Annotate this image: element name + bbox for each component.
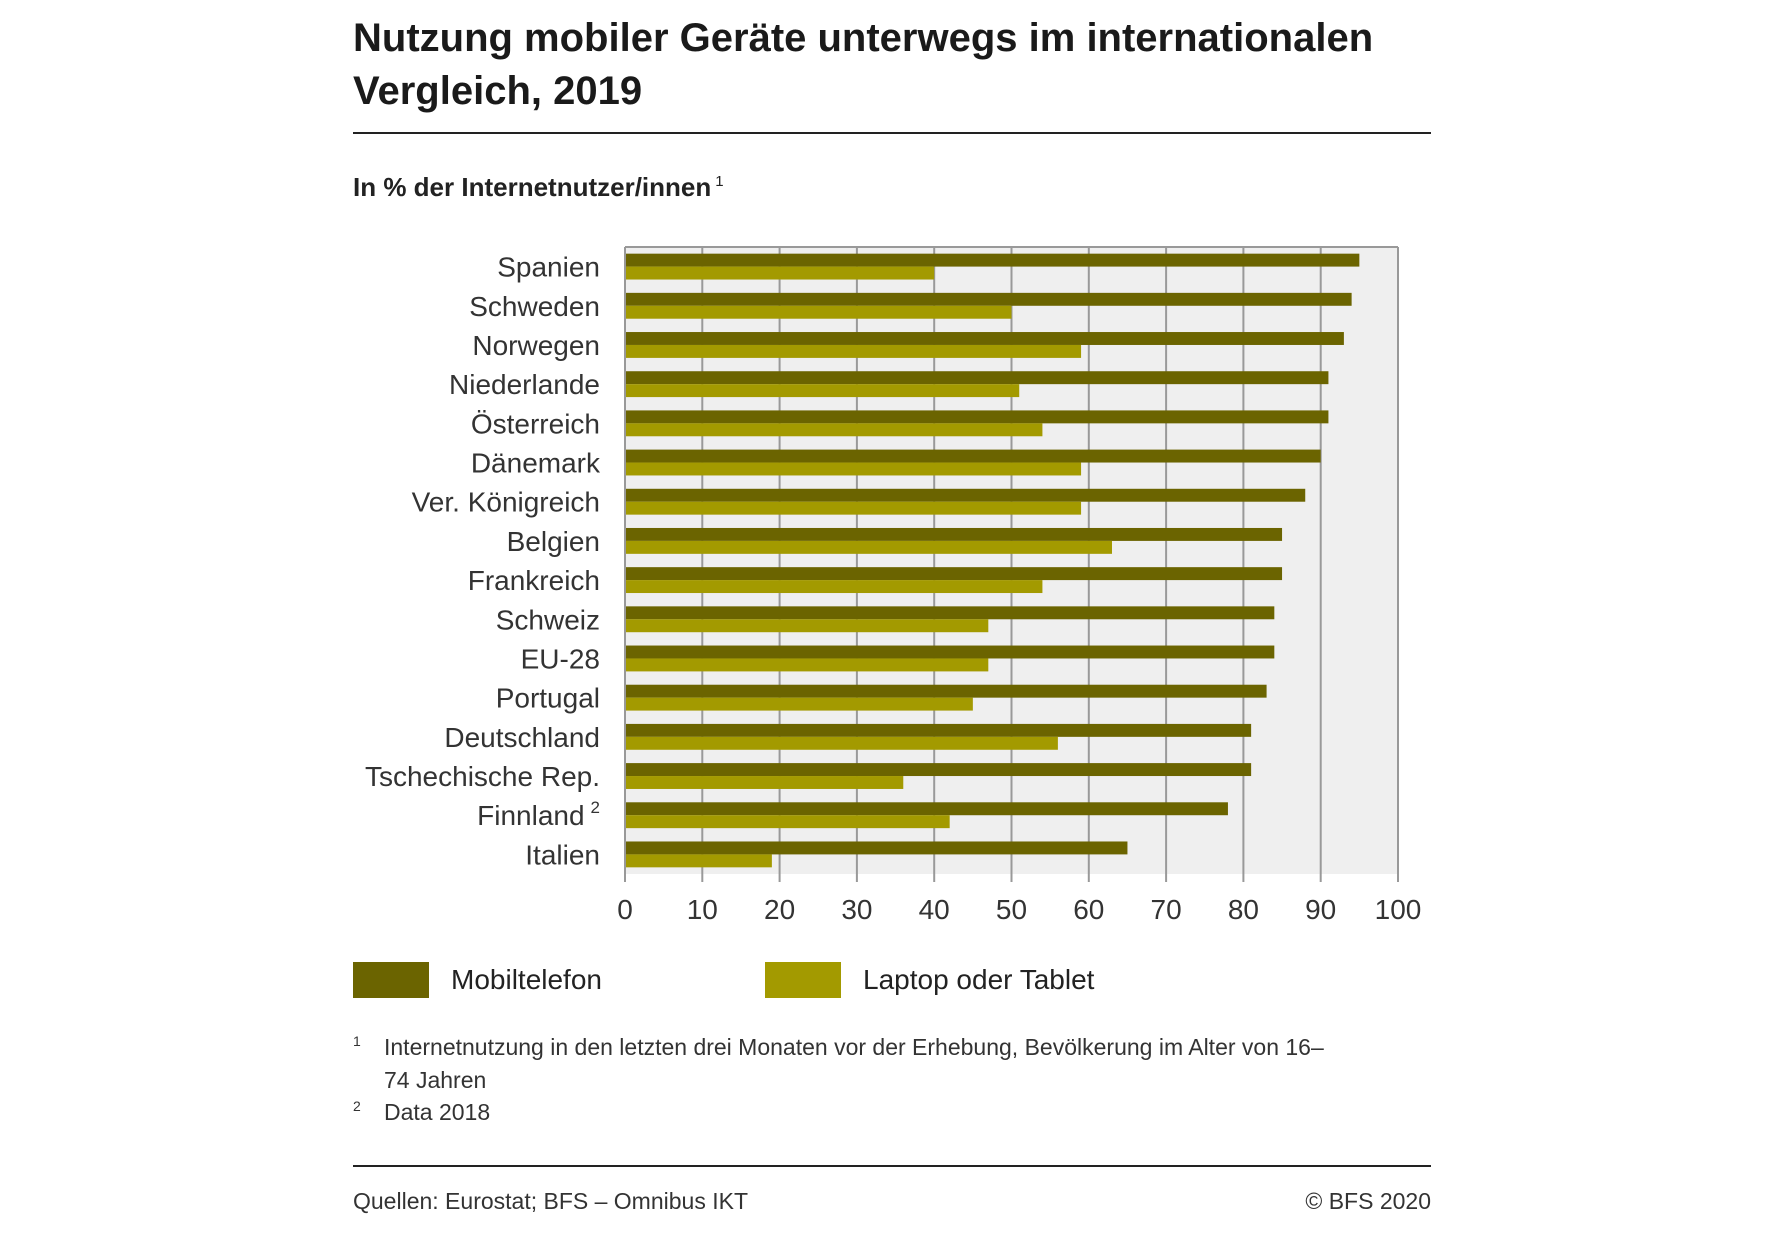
x-tick-label: 40 — [919, 894, 950, 925]
bar-laptop-tablet — [625, 384, 1020, 398]
footnote-1: 1 Internetnutzung in den letzten drei Mo… — [353, 1031, 1344, 1097]
bar-mobiltelefon — [625, 723, 1252, 737]
bar-mobiltelefon — [625, 253, 1360, 267]
bar-mobiltelefon — [625, 802, 1228, 816]
bar-laptop-tablet — [625, 540, 1112, 554]
x-tick-label: 50 — [996, 894, 1027, 925]
x-tick-label: 80 — [1228, 894, 1259, 925]
x-tick-label: 0 — [617, 894, 633, 925]
bar-laptop-tablet — [625, 501, 1082, 515]
footnote-mark: 1 — [353, 1033, 361, 1049]
title-rule — [353, 132, 1431, 134]
bar-laptop-tablet — [625, 423, 1043, 437]
legend-label: Laptop oder Tablet — [863, 964, 1095, 995]
footnote-text: Data 2018 — [384, 1099, 491, 1125]
footnote-text: Internetnutzung in den letzten drei Mona… — [384, 1034, 1324, 1093]
bar-mobiltelefon — [625, 292, 1352, 306]
bar-mobiltelefon — [625, 488, 1306, 502]
bar-mobiltelefon — [625, 645, 1275, 659]
bar-laptop-tablet — [625, 344, 1082, 358]
bar-laptop-tablet — [625, 619, 989, 633]
legend-swatch-laptop — [765, 962, 841, 998]
category-label: Tschechische Rep. — [365, 761, 600, 792]
bar-laptop-tablet — [625, 697, 973, 711]
chart-title: Nutzung mobiler Geräte unterwegs im inte… — [353, 16, 1374, 113]
bar-mobiltelefon — [625, 371, 1329, 385]
category-label: Schweden — [469, 291, 600, 322]
bar-laptop-tablet — [625, 580, 1043, 594]
footnote-2: 2 Data 2018 — [353, 1096, 1344, 1129]
bar-laptop-tablet — [625, 815, 950, 829]
bar-laptop-tablet — [625, 305, 1012, 319]
legend-item-laptop: Laptop oder Tablet — [765, 962, 1094, 998]
category-label: Niederlande — [449, 369, 600, 400]
bar-laptop-tablet — [625, 776, 904, 789]
x-tick-label: 60 — [1073, 894, 1104, 925]
bar-mobiltelefon — [625, 684, 1267, 698]
category-label: Norwegen — [472, 330, 600, 361]
footnote-mark: 2 — [353, 1098, 361, 1114]
bar-laptop-tablet — [625, 854, 772, 868]
category-label: Dänemark — [471, 448, 601, 479]
category-label: Schweiz — [496, 604, 600, 635]
bar-mobiltelefon — [625, 567, 1283, 581]
category-label: Ver. Königreich — [412, 487, 600, 518]
category-label: EU-28 — [521, 643, 600, 674]
bar-laptop-tablet — [625, 736, 1058, 750]
x-tick-label: 70 — [1151, 894, 1182, 925]
bar-laptop-tablet — [625, 462, 1082, 476]
bar-mobiltelefon — [625, 449, 1321, 463]
x-tick-label: 90 — [1305, 894, 1336, 925]
category-label: Spanien — [497, 252, 600, 283]
x-tick-label: 30 — [841, 894, 872, 925]
bar-mobiltelefon — [625, 332, 1344, 345]
chart-subtitle: In % der Internetnutzer/innen 1 — [353, 172, 724, 203]
category-label: Italien — [525, 839, 600, 870]
category-label: Portugal — [496, 683, 600, 714]
x-tick-label: 10 — [687, 894, 718, 925]
category-label: Belgien — [507, 526, 600, 557]
bar-mobiltelefon — [625, 410, 1329, 424]
bar-laptop-tablet — [625, 658, 989, 672]
bar-mobiltelefon — [625, 763, 1252, 777]
x-tick-label: 20 — [764, 894, 795, 925]
category-label: Frankreich — [468, 565, 600, 596]
bar-mobiltelefon — [625, 841, 1128, 855]
bar-chart: 0 10 20 30 40 50 60 70 80 90 100 Spanien Schweden Nor… — [365, 246, 1422, 925]
legend-label: Mobiltelefon — [451, 964, 602, 995]
footer-rule — [353, 1165, 1431, 1167]
source-text: Quellen: Eurostat; BFS – Omnibus IKT — [353, 1188, 748, 1214]
category-label: Finnland 2 — [477, 798, 600, 831]
bar-laptop-tablet — [625, 266, 935, 280]
category-label: Österreich — [471, 408, 600, 439]
subtitle-footnote-mark: 1 — [715, 173, 724, 191]
subtitle-text: In % der Internetnutzer/innen — [353, 172, 712, 202]
legend-swatch-mobiltelefon — [353, 962, 429, 998]
copyright-text: © BFS 2020 — [1305, 1188, 1431, 1214]
category-footnote-mark: 2 — [591, 798, 600, 817]
bar-mobiltelefon — [625, 527, 1283, 541]
bar-mobiltelefon — [625, 606, 1275, 620]
x-tick-label: 100 — [1375, 894, 1422, 925]
legend-item-mobiltelefon: Mobiltelefon — [353, 962, 602, 998]
category-label: Deutschland — [444, 722, 600, 753]
